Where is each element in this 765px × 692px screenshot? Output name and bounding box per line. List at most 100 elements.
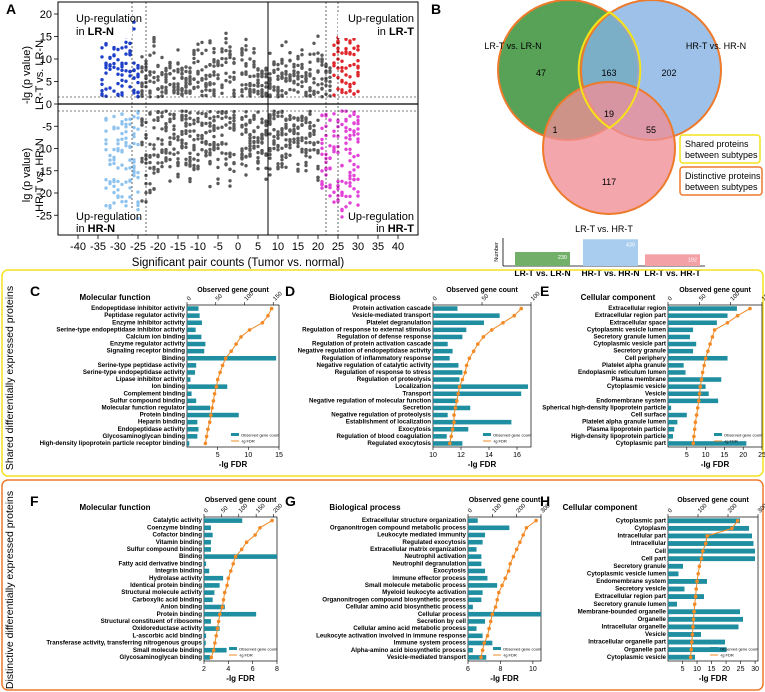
fdr-point [689,647,693,652]
scatter-point [136,127,140,131]
scatter-point [148,153,152,158]
scatter-point [284,122,288,127]
scatter-point [356,118,360,123]
fdr-point [226,576,231,580]
gene-count-bar [433,320,484,326]
panel-letter-e: E [540,283,549,299]
scatter-point [272,135,276,139]
scatter-point [260,71,264,76]
scatter-point [116,81,120,86]
legend-count-label: Observed gene count [724,433,763,438]
scatter-point [160,111,164,115]
scatter-point [280,162,284,166]
scatter-point [268,167,272,171]
count-tick-label: 50 [481,293,490,302]
scatter-point [116,72,120,76]
scatter-point [312,92,316,97]
scatter-point [136,175,140,180]
scatter-point [252,88,256,92]
scatter-point [268,122,272,127]
scatter-point [192,138,196,142]
scatter-point [208,121,212,125]
panel-title: Cellular component [581,293,656,302]
scatter-point [264,133,268,137]
term-label: Negative regulation of catalytic activit… [316,362,431,369]
scatter-point [300,138,304,143]
fdr-point [203,441,208,446]
scatter-point [164,78,168,82]
legend-count-label: Observed gene count [720,647,759,652]
gene-count-bar [433,441,463,446]
scatter-point [128,179,132,183]
scatter-point [272,62,276,67]
count-tick-label: 50 [699,293,708,302]
scatter-point [320,113,324,117]
gene-count-bar [204,532,213,538]
fdr-point [449,434,454,439]
scatter-point [348,114,352,118]
scatter-point [132,160,136,164]
xlabel: Significant pair counts (Tumor vs. norma… [132,257,345,269]
scatter-point [164,90,168,94]
scatter-point [112,179,116,184]
plot-frame [467,516,542,662]
y-tick-label: -15 [36,166,52,178]
scatter-point [124,69,128,73]
scatter-point [120,46,124,50]
scatter-point [140,156,144,161]
count-tick-label: 100 [530,291,542,303]
term-label: Platelet alpha granule lumen [582,419,666,426]
term-label: Plasma membrane [611,376,666,383]
scatter-point [332,150,336,154]
region-lr-only: 47 [536,68,546,78]
scatter-point [300,150,304,154]
gene-count-bar [187,355,277,361]
scatter-point [212,50,216,55]
gene-count-bar [433,384,529,389]
scatter-point [328,84,332,88]
scatter-point [232,126,236,131]
scatter-point [260,133,264,137]
scatter-point [264,66,268,70]
scatter-point [160,138,164,142]
term-label: Sulfur compound binding [127,546,202,553]
panel-c: C Molecular function Observed gene count 0 5… [30,283,284,469]
gene-count-bar [433,412,448,418]
scatter-point [244,154,248,159]
fdr-point [506,569,511,573]
scatter-point [168,60,172,65]
gene-count-bar [204,575,224,581]
scatter-point [228,80,232,84]
fdr-point [712,328,717,332]
scatter-point [132,76,136,80]
scatter-point [212,73,216,77]
scatter-point [340,69,344,73]
scatter-point [164,68,168,73]
scatter-point [300,62,304,67]
scatter-point [292,137,296,141]
scatter-point [272,60,276,64]
scatter-point [144,136,148,140]
count-tick-label: 0 [467,507,474,514]
scatter-point [232,109,236,114]
fdr-tick-label: 6 [466,666,470,673]
scatter-point [240,94,244,98]
scatter-point [268,149,272,153]
scatter-point [136,80,140,85]
term-label: Regulation of response to external stimu… [302,326,431,333]
x-tick-label: -40 [70,241,86,253]
scatter-point [188,79,192,83]
fdr-tick-label: 25 [758,452,765,459]
scatter-point [152,44,156,48]
scatter-point [328,88,332,93]
scatter-point [232,61,236,65]
scatter-point [244,127,248,132]
scatter-point [224,152,228,156]
scatter-point [320,77,324,81]
scatter-point [260,88,264,92]
count-tick-label: 200 [273,503,285,515]
scatter-point [140,81,144,85]
fdr-point [518,540,522,544]
fdr-tick-label: 15 [708,666,716,673]
legend-count-label: Observed gene count [493,433,532,438]
